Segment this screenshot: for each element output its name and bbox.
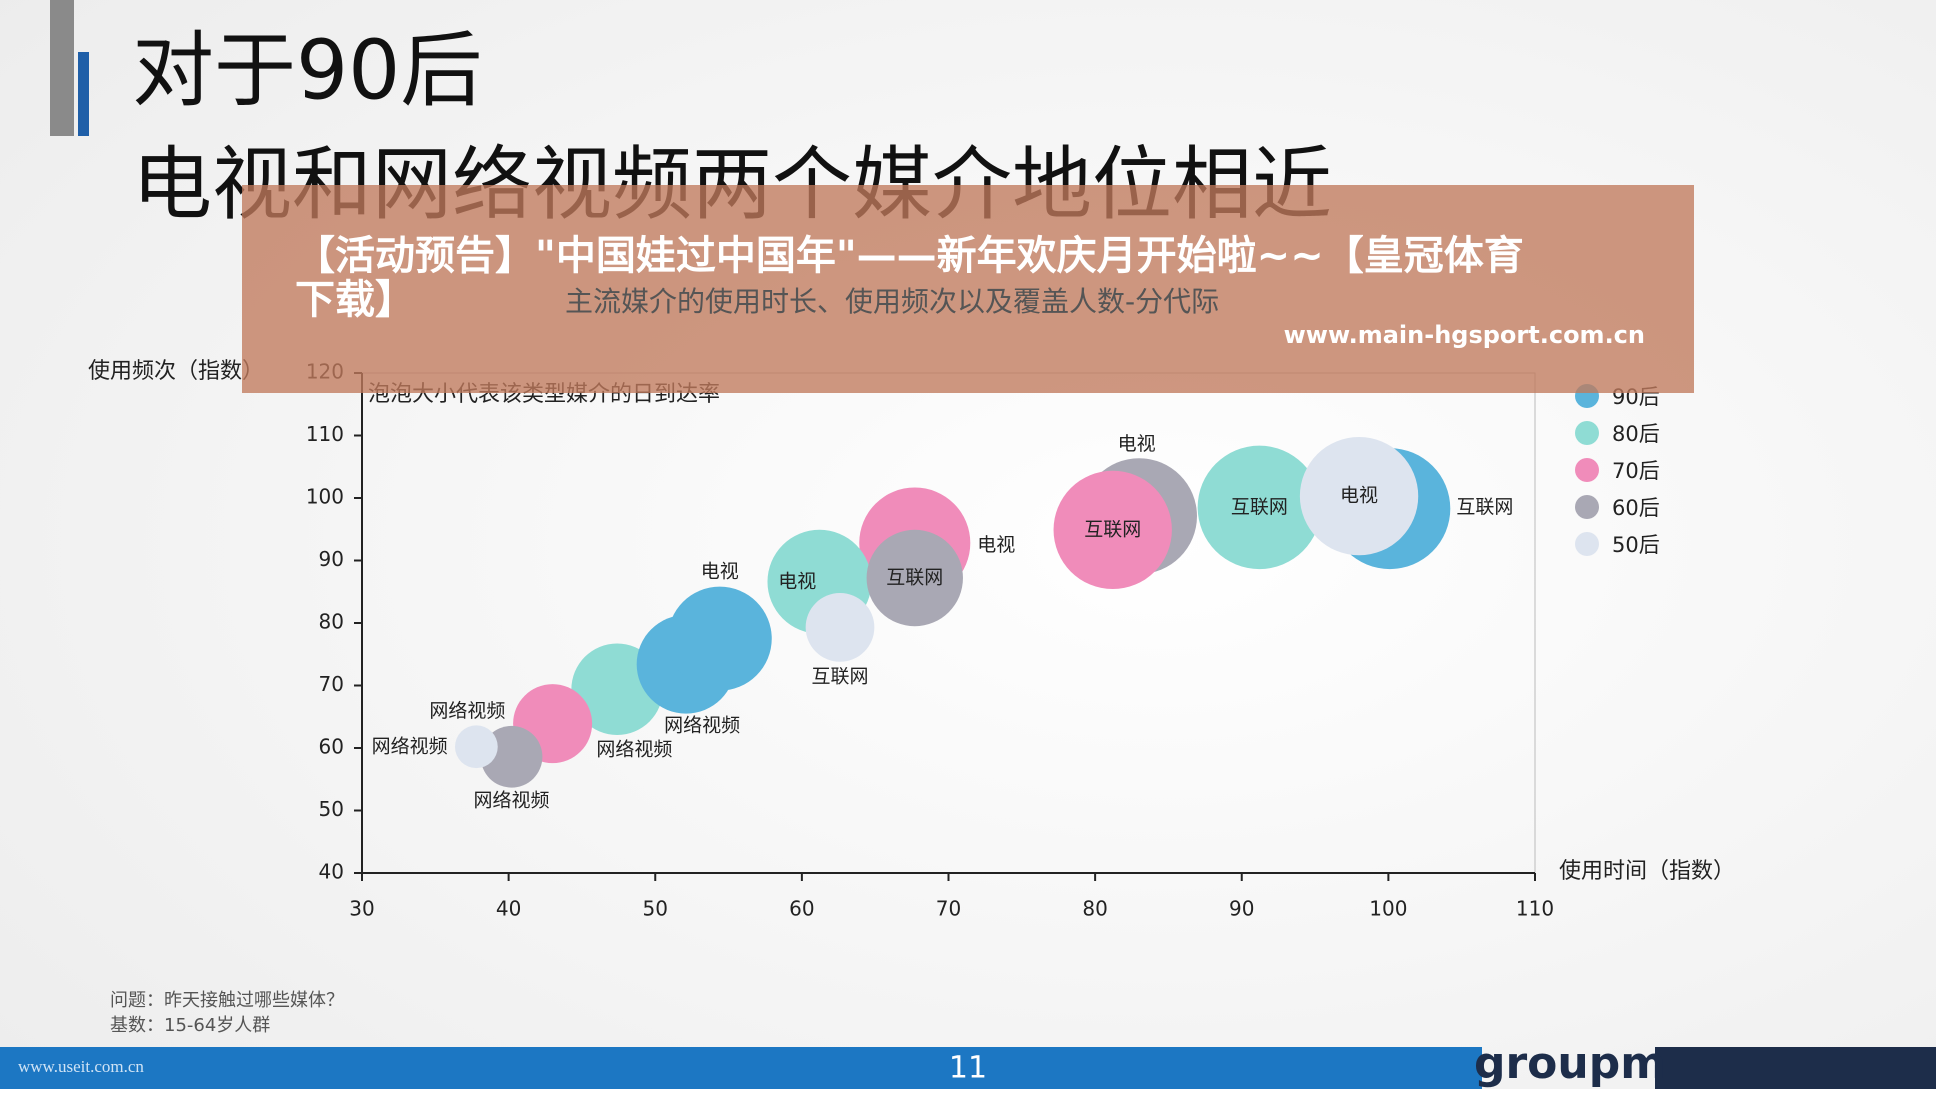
y-tick-label: 80 [319, 610, 344, 634]
bubble [1197, 445, 1322, 570]
legend-label: 60后 [1612, 496, 1660, 520]
y-tick-label: 90 [319, 547, 344, 571]
x-tick-label: 50 [643, 897, 668, 921]
footnote: 基数：15-64岁人群 [110, 1015, 270, 1036]
bubble-label: 电视 [977, 534, 1015, 556]
bubble [454, 725, 498, 769]
x-tick-label: 30 [349, 897, 374, 921]
footnote: 问题：昨天接触过哪些媒体？ [110, 990, 344, 1011]
bubble-label: 互联网 [1231, 496, 1288, 518]
bubble [866, 529, 963, 627]
watermark: www.main-hgsport.com.cn [1284, 321, 1645, 349]
accent-bar [50, 0, 74, 136]
x-axis-title: 使用时间（指数） [1559, 859, 1735, 884]
legend-swatch [1575, 458, 1599, 482]
footer-url: www.useit.com.cn [18, 1057, 144, 1076]
page-number: 11 [949, 1051, 987, 1086]
legend-swatch [1575, 495, 1599, 519]
bubble-label: 电视 [701, 560, 739, 582]
bubble-label: 互联网 [811, 665, 868, 687]
bubble-label: 电视 [778, 570, 816, 592]
bubble-label: 互联网 [1456, 496, 1513, 518]
legend-label: 70后 [1612, 459, 1660, 483]
accent-bar [78, 52, 89, 136]
y-tick-label: 110 [306, 422, 344, 446]
chart: 3040506070809010011040506070809010011012… [88, 359, 1735, 921]
bubble [1299, 436, 1419, 556]
bubble [667, 586, 772, 691]
x-tick-label: 100 [1369, 897, 1407, 921]
bubble-label: 互联网 [886, 567, 943, 589]
bubble-label: 电视 [1118, 433, 1156, 455]
footer-bar [0, 1047, 1482, 1089]
footer-bar [1655, 1047, 1936, 1089]
x-tick-label: 60 [789, 897, 814, 921]
bubble-label: 电视 [1340, 485, 1378, 507]
banner [242, 185, 1694, 393]
y-axis-title: 使用频次（指数） [88, 359, 264, 384]
y-tick-label: 50 [319, 797, 344, 821]
bubble-label: 互联网 [1084, 518, 1141, 540]
title: 对于90后 [132, 23, 482, 118]
bubble-label: 网络视频 [664, 715, 740, 737]
bubble-label: 网络视频 [596, 738, 672, 760]
bubble-label: 网络视频 [372, 735, 448, 757]
bubble-label: 网络视频 [429, 700, 505, 722]
subtitle: 主流媒介的使用时长、使用频次以及覆盖人数-分代际 [565, 285, 1219, 318]
banner-text: 下载】 [295, 277, 415, 323]
y-tick-label: 70 [319, 672, 344, 696]
x-tick-label: 40 [496, 897, 521, 921]
bubble [805, 593, 875, 662]
bubble [1053, 470, 1172, 590]
banner-text: 【活动预告】"中国娃过中国年"——新年欢庆月开始啦~~【皇冠体育 [295, 233, 1524, 279]
bubble-label: 网络视频 [474, 790, 550, 812]
x-tick-label: 80 [1082, 897, 1107, 921]
y-tick-label: 60 [319, 735, 344, 759]
y-tick-label: 100 [306, 485, 344, 509]
x-tick-label: 70 [936, 897, 961, 921]
y-tick-label: 40 [319, 860, 344, 884]
legend-label: 50后 [1612, 533, 1660, 557]
x-tick-label: 90 [1229, 897, 1254, 921]
legend-swatch [1575, 421, 1599, 445]
logo: groupm [1474, 1038, 1666, 1089]
x-tick-label: 110 [1516, 897, 1554, 921]
legend-swatch [1575, 532, 1599, 556]
legend-label: 80后 [1612, 422, 1660, 446]
